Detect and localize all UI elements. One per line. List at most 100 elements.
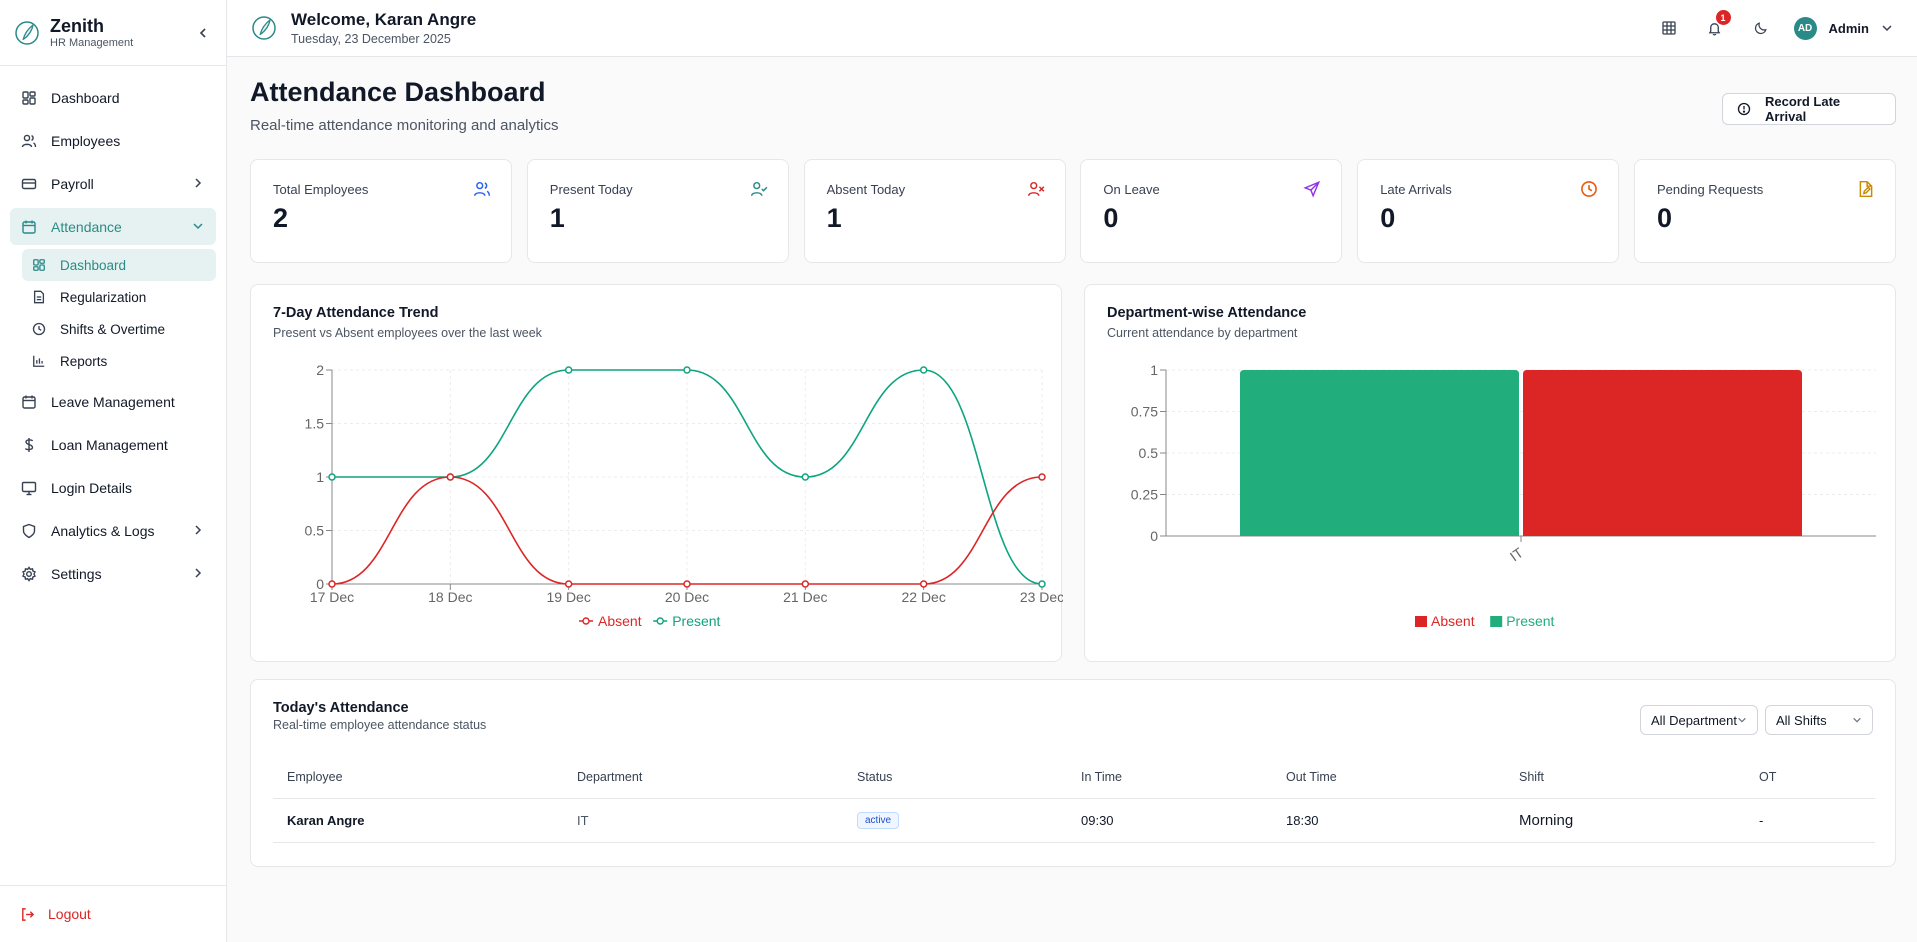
chevron-down-icon[interactable] xyxy=(1881,22,1893,34)
data-point-present xyxy=(801,473,810,481)
stat-card-present-today: Present Today 1 xyxy=(526,159,789,263)
column-header: Status xyxy=(843,756,1067,799)
data-point-present xyxy=(1038,580,1046,588)
stat-label: Pending Requests xyxy=(1656,182,1764,197)
calendar-icon xyxy=(20,218,38,236)
sidebar-nav: Dashboard Employees Payroll Attendance D… xyxy=(0,66,226,592)
sidebar-item-label: Analytics & Logs xyxy=(51,522,155,539)
shift-filter-value: All Shifts xyxy=(1776,712,1827,728)
y-tick-label: 2 xyxy=(316,362,324,378)
logo-icon xyxy=(252,16,276,40)
sidebar-item-loan-management[interactable]: Loan Management xyxy=(10,426,216,463)
column-header: In Time xyxy=(1067,756,1272,799)
brand-name: Zenith xyxy=(50,15,104,36)
y-tick-label: 1.5 xyxy=(305,416,325,432)
file-text-icon xyxy=(32,289,48,305)
department-attendance-card: Department-wise Attendance Current atten… xyxy=(1084,284,1896,662)
shift-cell: Morning xyxy=(1505,798,1745,843)
logout-label: Logout xyxy=(48,906,91,922)
subnav-item-reports[interactable]: Reports xyxy=(22,345,216,377)
subnav-item-label: Dashboard xyxy=(60,257,127,273)
welcome-text: Welcome, Karan Angre xyxy=(291,10,477,29)
table-row[interactable]: Karan Angre IT active 09:30 18:30 Mornin… xyxy=(273,798,1875,843)
out-time-cell: 18:30 xyxy=(1272,798,1505,843)
status-badge: active xyxy=(857,812,900,829)
x-tick-label: 20 Dec xyxy=(665,589,709,605)
sidebar-item-settings[interactable]: Settings xyxy=(10,555,216,592)
trend-chart-title: 7-Day Attendance Trend xyxy=(273,305,439,321)
sidebar-item-label: Leave Management xyxy=(51,393,175,410)
sidebar-item-analytics-logs[interactable]: Analytics & Logs xyxy=(10,512,216,549)
notification-bell-icon[interactable]: 1 xyxy=(1705,10,1731,38)
clock-icon xyxy=(32,321,48,337)
legend-label: Absent xyxy=(598,613,642,629)
data-point-absent xyxy=(564,580,573,588)
subnav-item-shifts[interactable]: Shifts & Overtime xyxy=(22,313,216,345)
logout-button[interactable]: Logout xyxy=(0,885,226,942)
table-header-row: Employee Department Status In Time Out T… xyxy=(273,756,1875,799)
record-late-arrival-button[interactable]: Record Late Arrival xyxy=(1722,93,1896,125)
grid-icon[interactable] xyxy=(1659,18,1679,38)
bar-chart-icon xyxy=(32,353,48,369)
alert-circle-icon xyxy=(1737,102,1751,116)
filters: All Department All Shifts xyxy=(1640,705,1873,735)
sidebar-item-label: Login Details xyxy=(51,479,132,496)
y-tick-label: 0.5 xyxy=(1139,445,1159,461)
department-filter-value: All Department xyxy=(1651,712,1737,728)
column-header: OT xyxy=(1745,756,1875,799)
sidebar-item-login-details[interactable]: Login Details xyxy=(10,469,216,506)
attendance-table: Employee Department Status In Time Out T… xyxy=(273,756,1875,843)
trend-chart-subtitle: Present vs Absent employees over the las… xyxy=(273,326,542,340)
user-name[interactable]: Admin xyxy=(1828,20,1869,36)
x-tick-label: 23 Dec xyxy=(1020,589,1063,605)
monitor-icon xyxy=(20,479,38,497)
stat-value: 2 xyxy=(273,203,289,233)
bar-present xyxy=(1240,370,1519,536)
users-icon xyxy=(20,132,38,150)
legend-label: Present xyxy=(672,613,720,629)
department-cell: IT xyxy=(563,798,843,843)
data-point-absent xyxy=(446,473,455,481)
data-point-present xyxy=(919,366,928,374)
current-date: Tuesday, 23 December 2025 xyxy=(291,32,451,46)
in-time-cell: 09:30 xyxy=(1067,798,1272,843)
today-title: Today's Attendance xyxy=(273,700,409,716)
page-title: Attendance Dashboard xyxy=(250,77,546,107)
stat-value: 0 xyxy=(1103,203,1119,233)
y-tick-label: 0.25 xyxy=(1131,487,1158,503)
page-subtitle: Real-time attendance monitoring and anal… xyxy=(250,117,559,134)
department-bar-chart: 0 0.25 0.5 0.75 1 IT Absent Present xyxy=(1131,362,1876,629)
subnav-item-dashboard[interactable]: Dashboard xyxy=(22,249,216,281)
collapse-sidebar-icon[interactable] xyxy=(194,24,212,42)
x-tick-label: 17 Dec xyxy=(310,589,354,605)
clock-icon xyxy=(1580,180,1598,198)
brand: Zenith HR Management xyxy=(0,0,226,66)
y-tick-label: 0.5 xyxy=(305,523,325,539)
dollar-icon xyxy=(20,436,38,454)
sidebar: Zenith HR Management Dashboard Employees… xyxy=(0,0,227,942)
users-icon xyxy=(473,180,491,198)
dark-mode-moon-icon[interactable] xyxy=(1751,18,1771,38)
sidebar-item-payroll[interactable]: Payroll xyxy=(10,165,216,202)
attendance-subnav: Dashboard Regularization Shifts & Overti… xyxy=(22,249,216,377)
avatar[interactable]: AD xyxy=(1793,16,1817,40)
subnav-item-regularization[interactable]: Regularization xyxy=(22,281,216,313)
sidebar-item-employees[interactable]: Employees xyxy=(10,122,216,159)
shift-filter-select[interactable]: All Shifts xyxy=(1765,705,1873,735)
sidebar-item-leave-management[interactable]: Leave Management xyxy=(10,383,216,420)
legend-swatch xyxy=(1415,616,1427,627)
ot-cell: - xyxy=(1745,798,1875,843)
data-point-absent xyxy=(1038,473,1046,481)
data-point-absent xyxy=(328,580,336,588)
column-header: Shift xyxy=(1505,756,1745,799)
sidebar-item-dashboard[interactable]: Dashboard xyxy=(10,79,216,116)
sidebar-item-attendance[interactable]: Attendance xyxy=(10,208,216,245)
trend-line-chart: 0 0.5 1 1.5 2 17 Dec 18 Dec 19 Dec 20 Dec 21 Dec 2… xyxy=(305,362,1063,629)
stat-card-pending-requests: Pending Requests 0 xyxy=(1633,159,1896,263)
column-header: Out Time xyxy=(1272,756,1505,799)
stat-value: 0 xyxy=(1656,203,1673,233)
stat-value: 0 xyxy=(1380,203,1396,233)
legend-label: Absent xyxy=(1431,613,1475,629)
department-filter-select[interactable]: All Department xyxy=(1640,705,1758,735)
stat-card-absent-today: Absent Today 1 xyxy=(803,159,1066,263)
